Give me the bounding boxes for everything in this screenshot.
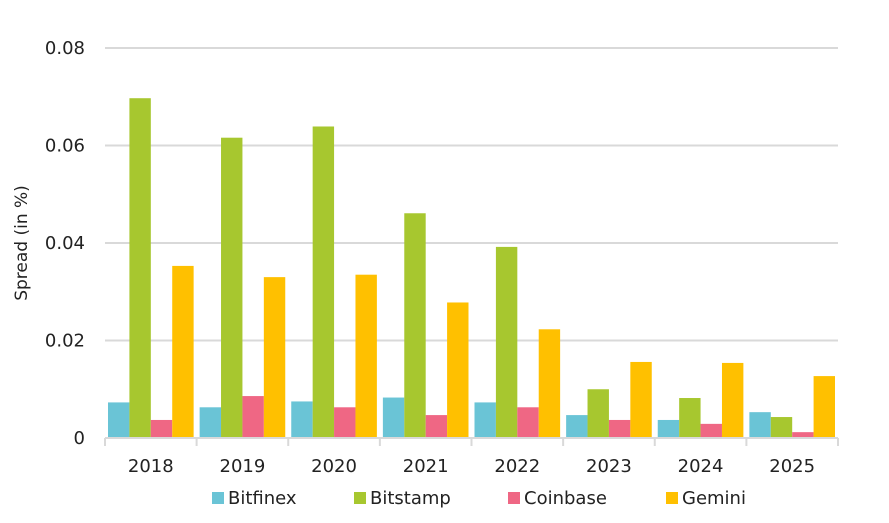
bar-coinbase-2022	[517, 407, 539, 438]
legend-label-coinbase: Coinbase	[524, 488, 607, 509]
bar-bitfinex-2023	[566, 415, 588, 438]
bars	[108, 98, 835, 439]
gridlines	[105, 47, 838, 342]
legend-label-bitstamp: Bitstamp	[370, 488, 451, 509]
bar-bitstamp-2020	[312, 126, 335, 439]
legend-label-bitfinex: Bitfinex	[228, 488, 297, 509]
bar-gemini-2022	[538, 329, 561, 438]
y-axis-tick-labels: 0 0.02 0.04 0.06 0.08	[45, 38, 85, 449]
bar-bitstamp-2021	[404, 213, 426, 438]
bar-coinbase-2023	[608, 419, 631, 438]
x-tick-label: 2023	[586, 456, 632, 477]
bar-coinbase-2019	[242, 396, 264, 438]
x-tick-label: 2018	[128, 456, 174, 477]
bar-bitfinex-2022	[474, 402, 496, 438]
legend: Bitfinex Bitstamp Coinbase Gemini	[212, 488, 746, 509]
bar-bitfinex-2025	[749, 412, 771, 438]
bar-coinbase-2025	[792, 432, 814, 438]
bar-gemini-2021	[447, 302, 469, 438]
x-axis-tick-labels: 2018 2019 2020 2021 2022 2023 2024 2025	[128, 456, 815, 477]
bar-bitfinex-2018	[108, 402, 130, 438]
legend-swatch-gemini	[666, 492, 678, 504]
bar-bitstamp-2019	[221, 137, 243, 438]
bar-bitfinex-2020	[291, 401, 313, 438]
x-tick-label: 2021	[403, 456, 449, 477]
bar-coinbase-2021	[425, 415, 448, 438]
y-tick-label: 0	[74, 428, 85, 449]
x-tick-label: 2019	[220, 456, 266, 477]
bar-bitstamp-2025	[770, 417, 793, 438]
bar-gemini-2024	[721, 362, 744, 438]
x-tick-label: 2020	[311, 456, 357, 477]
x-axis-ticks	[104, 438, 839, 446]
x-tick-label: 2025	[769, 456, 815, 477]
bar-gemini-2018	[172, 265, 194, 438]
y-tick-label: 0.06	[45, 136, 85, 157]
legend-swatch-bitstamp	[354, 492, 366, 504]
y-axis-title: Spread (in %)	[12, 185, 32, 301]
legend-swatch-bitfinex	[212, 492, 224, 504]
bar-gemini-2019	[263, 277, 286, 439]
bar-coinbase-2020	[334, 407, 356, 438]
y-tick-label: 0.02	[45, 331, 85, 352]
y-tick-label: 0.04	[45, 233, 85, 254]
bar-bitstamp-2024	[679, 398, 701, 438]
bar-bitfinex-2019	[199, 407, 222, 438]
bar-gemini-2023	[630, 361, 652, 438]
bar-coinbase-2018	[150, 419, 173, 438]
bar-bitstamp-2022	[495, 246, 518, 438]
bar-gemini-2025	[813, 376, 835, 438]
bar-gemini-2020	[355, 274, 377, 438]
bar-bitstamp-2018	[129, 98, 151, 439]
legend-label-gemini: Gemini	[682, 488, 746, 509]
bar-bitfinex-2021	[382, 397, 405, 438]
bar-coinbase-2024	[700, 423, 722, 438]
x-tick-label: 2024	[678, 456, 724, 477]
legend-swatch-coinbase	[508, 492, 520, 504]
bar-bitstamp-2023	[587, 389, 609, 438]
bar-bitfinex-2024	[657, 419, 680, 438]
x-tick-label: 2022	[494, 456, 540, 477]
y-tick-label: 0.08	[45, 38, 85, 59]
